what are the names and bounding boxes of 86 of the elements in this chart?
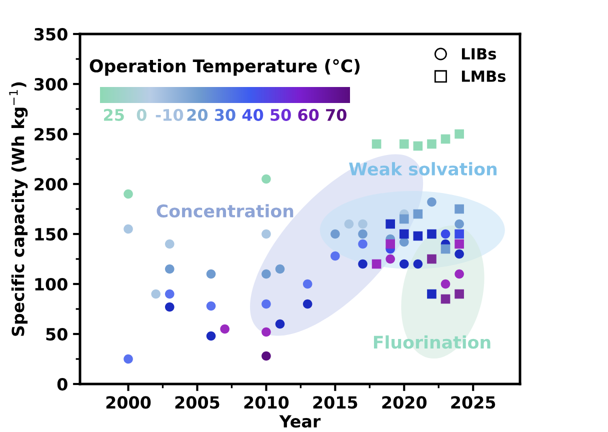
y-tick-label: 0	[57, 378, 68, 391]
annotation: 0	[136, 108, 146, 121]
point	[440, 229, 450, 239]
point	[262, 269, 271, 279]
y-tick-label: 250	[34, 128, 68, 141]
annotation: Weak solvation	[349, 162, 497, 176]
point	[440, 279, 450, 289]
point	[413, 141, 423, 151]
point	[427, 229, 436, 239]
point	[399, 139, 409, 149]
point	[454, 289, 464, 299]
point	[262, 229, 271, 239]
point	[206, 331, 216, 341]
point	[220, 324, 230, 334]
y-tick-label: 200	[34, 178, 68, 191]
annotation: 20	[187, 108, 208, 121]
point	[372, 139, 382, 149]
point	[151, 289, 161, 299]
point	[413, 231, 423, 241]
point	[413, 259, 423, 269]
point	[124, 224, 133, 234]
annotation: Fluorination	[374, 335, 490, 349]
y-tick-label: 350	[34, 28, 68, 41]
point	[330, 229, 340, 239]
annotation: 25	[104, 108, 124, 121]
point	[164, 302, 174, 312]
point	[427, 139, 436, 149]
point	[427, 254, 436, 264]
point	[358, 219, 368, 229]
x-axis-title: Year	[279, 415, 321, 428]
point	[427, 289, 436, 299]
point	[206, 269, 216, 279]
point	[358, 259, 368, 269]
point	[302, 279, 312, 289]
x-tick-label: 2015	[313, 396, 358, 409]
point	[427, 197, 436, 207]
x-tick-label: 2010	[244, 396, 289, 409]
point	[358, 239, 368, 249]
point	[399, 259, 409, 269]
point	[454, 229, 464, 239]
point	[440, 134, 450, 144]
x-tick-label: 2025	[451, 396, 496, 409]
point	[358, 229, 368, 239]
point	[124, 354, 133, 364]
legend-title: Operation Temperature (°C)	[90, 59, 360, 76]
text: LMBs	[462, 70, 506, 82]
y-tick-label: 150	[35, 228, 68, 241]
point	[302, 299, 312, 309]
point	[164, 239, 174, 249]
point	[386, 219, 396, 229]
point	[262, 351, 271, 361]
y-tick-label: 300	[34, 78, 68, 91]
point	[454, 219, 464, 229]
point	[386, 254, 396, 264]
y-tick-label: 100	[35, 278, 68, 291]
point	[372, 259, 382, 269]
point	[164, 289, 174, 299]
annotation: Concentration	[156, 204, 294, 218]
annotation: 50	[270, 108, 291, 121]
annotation: 70	[326, 108, 346, 121]
point	[206, 301, 216, 311]
point	[454, 269, 464, 279]
point	[454, 129, 464, 139]
point	[262, 327, 271, 337]
point	[275, 319, 285, 329]
point	[399, 237, 409, 247]
point	[262, 299, 271, 309]
point	[330, 251, 340, 261]
point	[399, 229, 409, 239]
annotation: -10	[156, 108, 184, 121]
annotation: 40	[242, 108, 264, 121]
point	[440, 294, 450, 304]
x-tick-label: 2020	[382, 396, 427, 409]
point	[454, 249, 464, 259]
point	[275, 264, 285, 274]
x-tick-label: 2000	[106, 396, 151, 409]
annotation: 30	[214, 108, 236, 121]
annotation: 60	[298, 108, 319, 121]
point	[164, 264, 174, 274]
point	[454, 239, 464, 249]
y-axis-title: Specific capacity (Wh kg$^{−1}$)	[9, 82, 28, 336]
point	[344, 219, 354, 229]
x-tick-label: 2005	[175, 396, 220, 409]
point	[386, 239, 396, 249]
text: LIBs	[462, 48, 496, 60]
y-tick-label: 50	[46, 328, 68, 341]
